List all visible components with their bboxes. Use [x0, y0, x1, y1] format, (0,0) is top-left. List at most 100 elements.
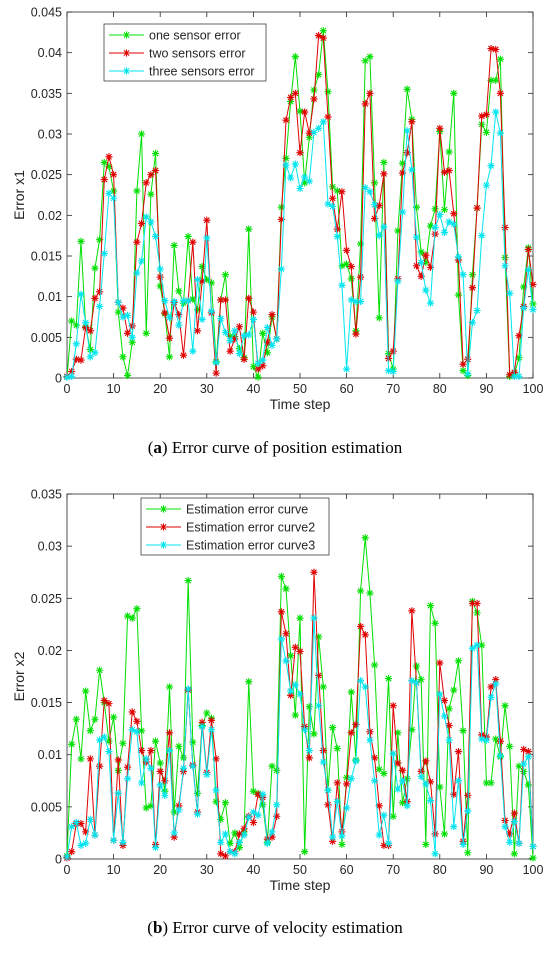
vel-series-2-point	[389, 702, 397, 710]
vel-series-1-point	[436, 783, 444, 791]
vel-series-2-point	[356, 622, 365, 631]
vel-series-3-point	[161, 791, 169, 799]
vel-series-3-point	[315, 702, 323, 710]
pos-series-1-point	[72, 321, 80, 329]
pos-series-3-point	[119, 313, 127, 321]
pos-series-2-point	[343, 246, 351, 254]
vel-series-1-point	[142, 804, 150, 812]
pos-series-3-point	[394, 277, 402, 285]
pos-series-1-point	[380, 158, 388, 167]
vel-series-3-point	[179, 764, 188, 772]
vel-series-2-point	[319, 746, 327, 755]
vel-series-3-point	[333, 798, 341, 806]
vel-series-1-point	[277, 572, 285, 580]
pos-series-2-point	[473, 204, 481, 212]
vel-xtick-label: 30	[200, 863, 214, 877]
pos-series-3-point	[189, 347, 197, 355]
vel-series-3-point	[370, 777, 379, 785]
pos-xtick-label: 60	[340, 382, 354, 396]
pos-series-1-point	[100, 158, 108, 167]
pos-series-2-point	[380, 170, 388, 178]
pos-series-1-point	[105, 162, 113, 171]
pos-series-1-point	[370, 179, 379, 187]
vel-xtick-label: 90	[479, 863, 493, 877]
vel-series-1-point	[315, 633, 323, 641]
pos-xtick-label: 100	[523, 382, 544, 396]
pos-series-3-point	[137, 257, 146, 265]
vel-series-1-point	[440, 830, 449, 838]
pos-ytick-label: 0.01	[38, 290, 62, 304]
vel-series-1-point	[384, 674, 393, 683]
vel-series-3-point	[123, 775, 132, 783]
pos-series-1-point	[142, 329, 150, 337]
vel-series-2-point	[235, 830, 244, 838]
pos-series-3-point	[431, 223, 439, 232]
pos-series-2-point	[482, 110, 490, 119]
caption-velocity-tag: b	[152, 918, 163, 937]
pos-series-2-point	[119, 304, 127, 312]
vel-series-3-point	[221, 830, 230, 838]
pos-series-2-point	[310, 95, 318, 103]
pos-series-1-point	[133, 187, 141, 195]
vel-series-1-point	[82, 687, 90, 695]
pos-series-2-point	[370, 214, 379, 223]
pos-series-3-point	[217, 315, 225, 323]
vel-series-2-point	[352, 720, 360, 729]
pos-series-3-point	[226, 336, 234, 345]
pos-series-2-point	[235, 323, 244, 331]
vel-series-3-point	[398, 777, 407, 785]
vel-series-1-point	[506, 742, 514, 750]
pos-series-3-point	[487, 162, 495, 170]
vel-series-2-point	[240, 825, 248, 833]
vel-series-3-point	[501, 823, 509, 831]
vel-series-2-point	[287, 691, 295, 699]
pos-series-1-point	[147, 190, 155, 198]
vel-series-2-point	[370, 754, 379, 762]
pos-series-1-point	[403, 85, 411, 93]
pos-series-3-point	[510, 372, 518, 380]
vel-series-3-point	[277, 635, 285, 643]
vel-series-3-point	[389, 750, 397, 758]
pos-series-2-point	[338, 188, 346, 196]
vel-series-1-point	[305, 703, 313, 711]
vel-ytick-label: 0.025	[31, 592, 62, 606]
vel-series-2-point	[296, 647, 304, 656]
pos-series-2-point	[305, 129, 313, 137]
pos-series-2-point	[156, 273, 164, 281]
vel-series-2-point	[212, 755, 220, 763]
vel-xtick-label: 10	[107, 863, 121, 877]
vel-series-1-point	[128, 614, 136, 622]
vel-series-3-point	[492, 680, 500, 688]
pos-series-2-point	[77, 356, 85, 364]
pos-series-1-point	[343, 260, 351, 268]
vel-series-2-point	[398, 766, 407, 774]
pos-series-2-point	[105, 153, 113, 161]
pos-xtick-label: 10	[107, 382, 121, 396]
vel-ytick-label: 0.015	[31, 696, 62, 710]
pos-series-2-point	[296, 149, 304, 157]
pos-series-1-point	[398, 159, 407, 167]
pos-series-3-point	[375, 232, 383, 240]
vel-series-1-point	[459, 727, 467, 735]
vel-series-1-point	[431, 619, 439, 627]
pos-series-2-point	[506, 371, 514, 379]
pos-series-3-point	[268, 341, 276, 350]
pos-series-3-point	[82, 319, 90, 327]
pos-ytick-label: 0.045	[31, 6, 62, 20]
pos-series-2-point	[403, 149, 411, 157]
pos-series-markers-3	[63, 108, 537, 381]
pos-series-1-point	[412, 203, 421, 211]
pos-series-3-point	[445, 218, 453, 226]
vel-xtick-label: 60	[340, 863, 354, 877]
pos-series-2-point	[86, 327, 94, 335]
pos-series-2-point	[478, 112, 486, 120]
pos-series-1-point	[110, 187, 118, 195]
pos-series-3-point	[193, 275, 202, 284]
vel-series-2-point	[198, 718, 206, 726]
vel-series-1-point	[184, 576, 192, 585]
vel-series-1-point	[370, 661, 379, 669]
pos-series-1-point	[114, 308, 122, 316]
vel-series-3-point	[240, 831, 248, 839]
vel-series-1-point	[422, 840, 430, 848]
vel-series-1-point	[110, 713, 118, 721]
